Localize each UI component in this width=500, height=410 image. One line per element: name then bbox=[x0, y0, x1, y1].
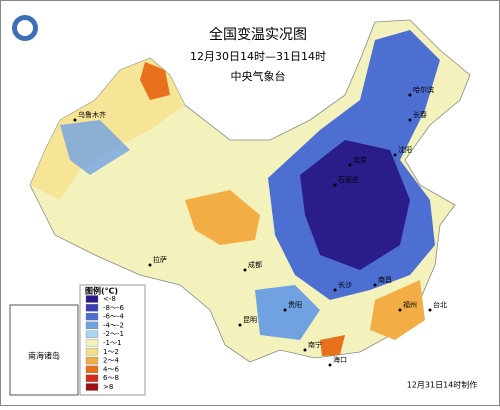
city-label: 拉萨 bbox=[153, 255, 167, 264]
inset-label: 南海诸岛 bbox=[28, 351, 60, 361]
city-dot bbox=[428, 308, 432, 312]
legend-swatch bbox=[85, 383, 99, 391]
legend-swatch bbox=[85, 330, 99, 338]
city-dot bbox=[333, 183, 337, 187]
city-label: 成都 bbox=[248, 260, 262, 269]
city-label: 海口 bbox=[333, 355, 347, 364]
xinjiang-blue bbox=[60, 120, 130, 175]
city-dot bbox=[393, 153, 397, 157]
inset-frame bbox=[9, 304, 79, 396]
southwest-cool bbox=[255, 285, 320, 340]
city-label: 北京 bbox=[353, 155, 367, 164]
legend-label: -6～-4 bbox=[103, 313, 125, 321]
legend-label: 1～2 bbox=[103, 348, 119, 356]
city-label: 南宁 bbox=[308, 340, 322, 349]
city-dot bbox=[303, 348, 307, 352]
legend-label: 4～6 bbox=[103, 365, 119, 373]
title: 全国变温实况图 bbox=[209, 26, 307, 43]
city-label: 南昌 bbox=[378, 275, 392, 284]
north-warm bbox=[140, 62, 170, 100]
legend-swatch bbox=[85, 365, 99, 374]
city-dot bbox=[238, 323, 242, 327]
city-dot bbox=[348, 163, 352, 167]
city-dot bbox=[398, 308, 402, 312]
legend-label: 2～4 bbox=[103, 357, 119, 365]
legend-swatch bbox=[85, 348, 99, 356]
legend-swatch bbox=[85, 374, 99, 382]
legend-label: -8～-6 bbox=[103, 304, 125, 312]
legend-label: -2～-1 bbox=[103, 330, 124, 338]
legend-label: -4～-2 bbox=[103, 321, 124, 329]
legend-swatch bbox=[85, 321, 99, 330]
city-label: 长沙 bbox=[338, 280, 352, 289]
legend-swatch bbox=[85, 295, 99, 303]
city-dot bbox=[73, 118, 77, 122]
city-label: 沈阳 bbox=[398, 145, 412, 154]
city-label: 乌鲁木齐 bbox=[78, 110, 106, 119]
issuer: 中央气象台 bbox=[231, 69, 286, 83]
city-label: 长春 bbox=[413, 110, 427, 119]
city-dot bbox=[373, 283, 377, 287]
legend-swatch bbox=[85, 339, 99, 347]
tibet-warm bbox=[185, 190, 260, 245]
legend-swatch bbox=[85, 312, 99, 321]
logo-inner bbox=[17, 20, 33, 36]
city-label: 昆明 bbox=[243, 316, 257, 324]
city-label: 石家庄 bbox=[338, 175, 359, 184]
city-label: 福州 bbox=[403, 300, 417, 309]
city-label: 哈尔滨 bbox=[413, 85, 434, 94]
legend-label: <-8 bbox=[103, 295, 116, 303]
legend-swatch bbox=[85, 304, 99, 312]
strong-cold-region bbox=[300, 140, 410, 270]
legend-title: 图例(℃) bbox=[85, 286, 118, 296]
legend-label: -1～1 bbox=[103, 339, 121, 347]
city-dot bbox=[408, 118, 412, 122]
city-dot bbox=[243, 268, 247, 272]
city-dot bbox=[328, 363, 332, 367]
footer: 12月31日14时制作 bbox=[407, 380, 478, 390]
city-dot bbox=[333, 288, 337, 292]
legend-swatch bbox=[85, 356, 99, 365]
period: 12月30日14时—31日14时 bbox=[190, 50, 326, 63]
legend-label: 6～8 bbox=[103, 374, 119, 382]
city-dot bbox=[283, 308, 287, 312]
south-warm bbox=[320, 335, 345, 356]
city-dot bbox=[148, 263, 152, 267]
city-dot bbox=[408, 93, 412, 97]
legend-label: >8 bbox=[103, 383, 113, 391]
city-label: 台北 bbox=[433, 300, 447, 309]
southeast-warm bbox=[370, 280, 425, 340]
city-label: 贵阳 bbox=[288, 300, 302, 309]
